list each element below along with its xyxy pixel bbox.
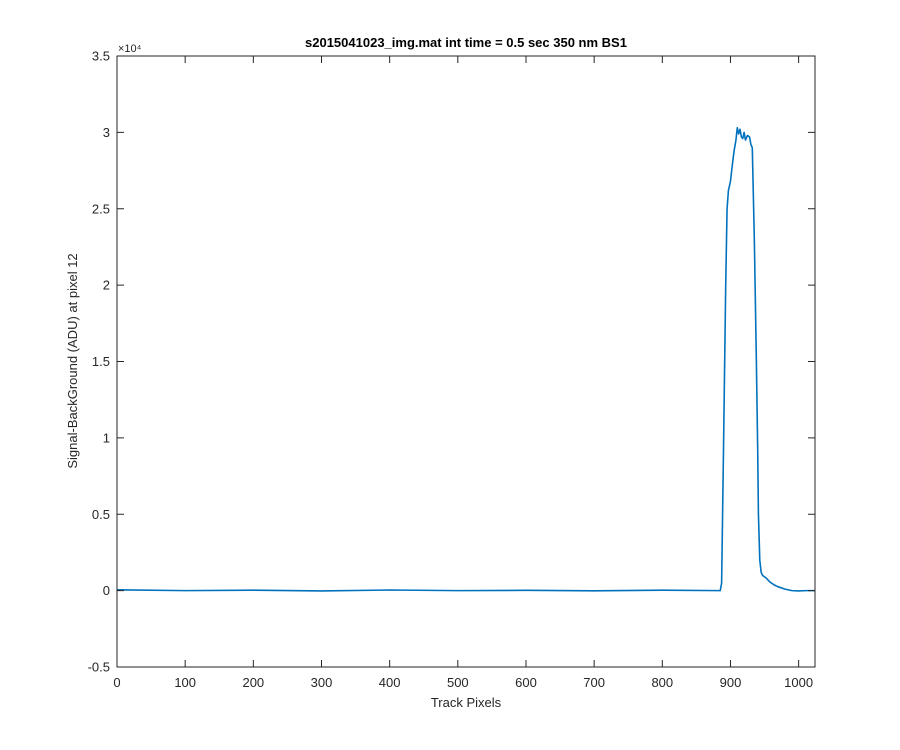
x-tick-label: 600 (515, 675, 537, 690)
x-tick-label: 700 (583, 675, 605, 690)
x-tick-label: 300 (311, 675, 333, 690)
x-axis-ticks: 0 100 200 300 400 500 600 700 800 900 1000 (113, 56, 813, 690)
x-tick-label: 200 (242, 675, 264, 690)
y-tick-label: 0.5 (92, 507, 110, 522)
y-axis-label: Signal-BackGround (ADU) at pixel 12 (65, 253, 80, 468)
x-axis-label: Track Pixels (431, 695, 502, 710)
y-axis-exponent-label: ×10⁴ (118, 43, 142, 55)
y-tick-label: 3 (103, 125, 110, 140)
y-tick-label: 0 (103, 583, 110, 598)
series-line (116, 126, 815, 592)
x-tick-label: 1000 (784, 675, 813, 690)
x-tick-label: 800 (651, 675, 673, 690)
x-tick-label: 400 (379, 675, 401, 690)
y-tick-label: -0.5 (88, 660, 110, 675)
y-axis-ticks: -0.5 0 0.5 1 1.5 2 2.5 3 3.5 (88, 49, 815, 675)
x-tick-label: 900 (720, 675, 742, 690)
y-tick-label: 2 (103, 278, 110, 293)
x-tick-label: 100 (174, 675, 196, 690)
chart-title: s2015041023_img.mat int time = 0.5 sec 3… (305, 35, 627, 50)
series-layer (116, 126, 815, 592)
y-tick-label: 3.5 (92, 49, 110, 64)
x-tick-label: 500 (447, 675, 469, 690)
y-tick-label: 2.5 (92, 201, 110, 216)
plot-area (117, 56, 815, 667)
x-tick-label: 0 (113, 675, 120, 690)
y-tick-label: 1.5 (92, 354, 110, 369)
y-tick-label: 1 (103, 430, 110, 445)
